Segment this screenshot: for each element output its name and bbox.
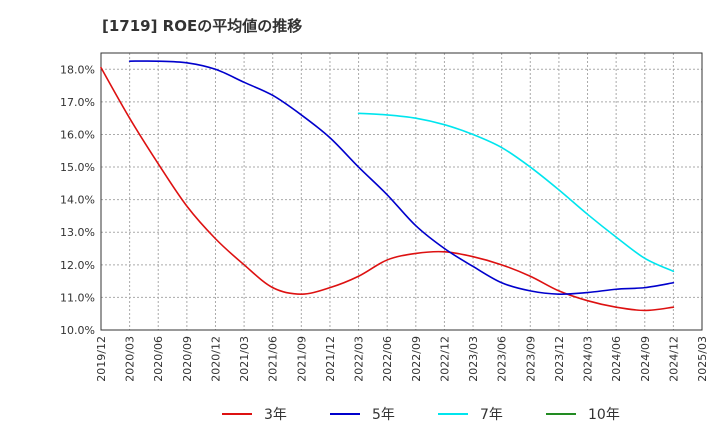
x-tick-label: 2021/03 bbox=[238, 336, 251, 382]
legend-label-4: 10年 bbox=[588, 407, 620, 423]
x-tick-label: 2022/09 bbox=[410, 336, 423, 382]
y-tick-label: 17.0% bbox=[60, 96, 95, 109]
y-tick-label: 18.0% bbox=[60, 63, 95, 76]
x-tick-label: 2023/06 bbox=[496, 336, 509, 382]
series-line-1 bbox=[100, 66, 675, 312]
x-tick-label: 2023/03 bbox=[467, 336, 480, 382]
legend: 3年 5年 7年 10年 bbox=[222, 407, 620, 423]
x-tick-label: 2020/06 bbox=[152, 336, 165, 382]
x-tick-label: 2024/09 bbox=[639, 336, 652, 382]
plot-area: 10.0% 11.0% 12.0% 13.0% 14.0% 15.0% 16.0% 17.0%… bbox=[60, 52, 709, 382]
x-tick-label: 2023/09 bbox=[524, 336, 537, 382]
y-tick-label: 16.0% bbox=[60, 128, 95, 141]
y-tick-label: 13.0% bbox=[60, 226, 95, 239]
x-tick-label: 2021/06 bbox=[267, 336, 280, 382]
x-tick-label: 2020/09 bbox=[181, 336, 194, 382]
series-line-2 bbox=[128, 60, 675, 295]
y-tick-label: 14.0% bbox=[60, 194, 95, 207]
x-tick-label: 2025/03 bbox=[696, 336, 709, 382]
y-tick-label: 12.0% bbox=[60, 259, 95, 272]
x-tick-label: 2022/06 bbox=[381, 336, 394, 382]
x-tick-label: 2024/03 bbox=[582, 336, 595, 382]
legend-label-1: 3年 bbox=[264, 407, 287, 423]
plot-background bbox=[101, 53, 702, 330]
series-line-3 bbox=[357, 112, 675, 273]
x-tick-label: 2024/12 bbox=[667, 336, 680, 382]
y-tick-label: 15.0% bbox=[60, 161, 95, 174]
x-tick-label: 2019/12 bbox=[95, 336, 108, 382]
x-tick-label: 2022/12 bbox=[438, 336, 451, 382]
legend-label-3: 7年 bbox=[480, 407, 503, 423]
x-tick-label: 2020/03 bbox=[124, 336, 137, 382]
y-tick-label: 10.0% bbox=[60, 324, 95, 337]
chart-title: [1719] ROEの平均値の推移 bbox=[102, 17, 302, 35]
y-tick-label: 11.0% bbox=[60, 291, 95, 304]
x-tick-label: 2024/06 bbox=[610, 336, 623, 382]
legend-label-2: 5年 bbox=[372, 407, 395, 423]
x-tick-label: 2020/12 bbox=[209, 336, 222, 382]
x-tick-label: 2021/12 bbox=[324, 336, 337, 382]
x-tick-label: 2021/09 bbox=[295, 336, 308, 382]
plot-frame bbox=[100, 52, 703, 331]
x-tick-label: 2022/03 bbox=[353, 336, 366, 382]
x-tick-label: 2023/12 bbox=[553, 336, 566, 382]
